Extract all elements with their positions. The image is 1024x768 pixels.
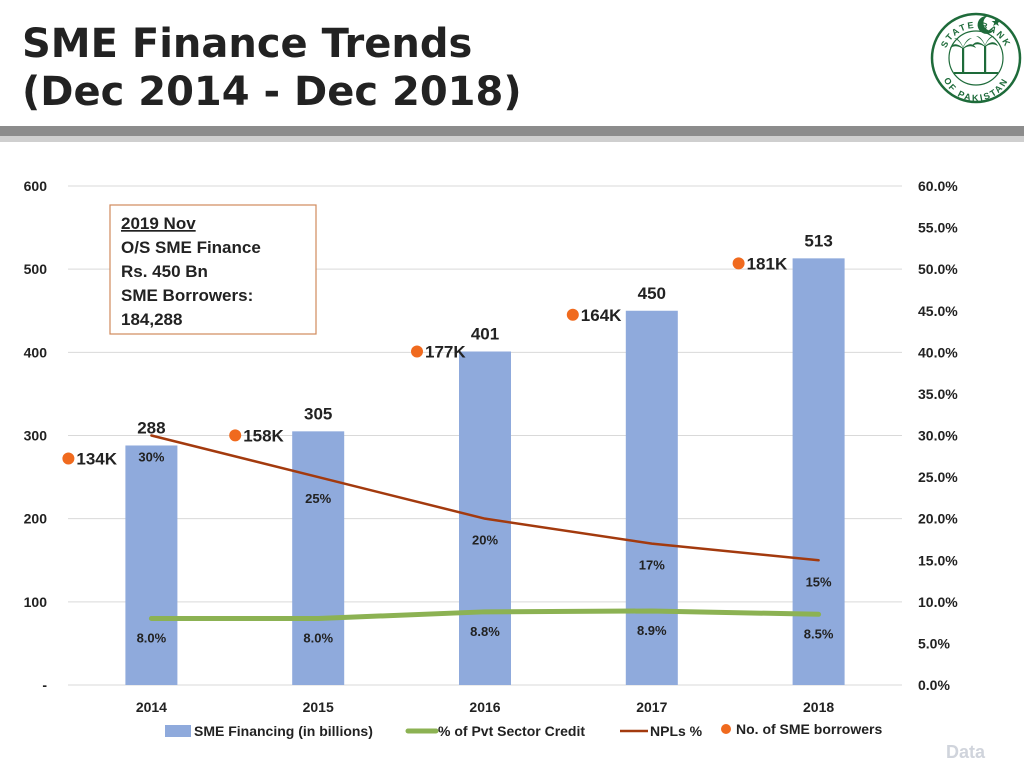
npl-label: 25% xyxy=(305,491,331,506)
borrower-series xyxy=(62,257,745,465)
logo-crescent-icon xyxy=(977,15,994,34)
legend-label-borrowers: No. of SME borrowers xyxy=(736,721,882,737)
bar-sme-financing xyxy=(125,445,178,685)
borrower-dot xyxy=(732,257,745,270)
right-axis-tick-label: 5.0% xyxy=(918,635,950,651)
annotation-line5: 184,288 xyxy=(121,310,182,329)
right-axis-tick-label: 40.0% xyxy=(918,344,958,360)
right-axis-tick-label: 0.0% xyxy=(918,677,950,693)
slide-title: SME Finance Trends (Dec 2014 - Dec 2018) xyxy=(22,20,522,116)
annotation-line4: SME Borrowers: xyxy=(121,286,253,305)
title-divider-light xyxy=(0,136,1024,142)
npl-label: 17% xyxy=(639,558,665,573)
right-axis-tick-label: 20.0% xyxy=(918,511,958,527)
title-divider-dark xyxy=(0,126,1024,136)
pvt-credit-label: 8.0% xyxy=(137,630,167,645)
borrower-dot xyxy=(411,345,423,358)
borrower-label: 181K xyxy=(747,254,788,273)
bar-sme-financing xyxy=(792,258,845,685)
annotation-line1: 2019 Nov xyxy=(121,214,196,233)
left-axis-tick-label: 300 xyxy=(24,428,48,444)
logo-outer-ring xyxy=(930,12,1022,104)
left-axis-tick-label: 100 xyxy=(24,594,48,610)
data-labels: 288 305 401 450 513 8.0% 8.0% 8.8% 8.9% 8.5% 30% 25… xyxy=(76,231,833,645)
borrower-label: 134K xyxy=(76,449,117,468)
annotation-frame xyxy=(109,204,317,335)
pvt-credit-label: 8.0% xyxy=(303,630,333,645)
left-axis-tick-label: 200 xyxy=(24,511,48,527)
legend-label-sme-financing: SME Financing (in billions) xyxy=(194,723,373,739)
bar-value-label: 401 xyxy=(471,325,499,344)
line-pvt-sector-credit xyxy=(148,608,822,621)
pvt-credit-label: 8.5% xyxy=(804,626,834,641)
bar-value-label: 513 xyxy=(804,231,832,250)
annotation-line2: O/S SME Finance xyxy=(121,238,261,257)
chart-legend: SME Financing (in billions) % of Pvt Sect… xyxy=(165,721,882,739)
bar-value-label: 305 xyxy=(304,404,332,423)
legend-label-npls: NPLs % xyxy=(650,723,703,739)
bar-value-label: 450 xyxy=(638,284,666,303)
logo-palm-tree-icon xyxy=(950,36,998,74)
slide-title-line-2: (Dec 2014 - Dec 2018) xyxy=(22,69,522,115)
legend-swatch-sme-financing xyxy=(165,725,191,737)
slide-title-line-1: SME Finance Trends xyxy=(22,21,473,67)
right-axis-tick-label: 55.0% xyxy=(918,220,958,236)
borrower-dot xyxy=(566,308,579,321)
sme-finance-chart: 288 305 401 450 513 8.0% 8.0% 8.8% 8.9% 8.5% 30% 25… xyxy=(24,178,959,739)
pvt-credit-label: 8.8% xyxy=(470,624,500,639)
annotation-box: 2019 Nov O/S SME Finance Rs. 450 Bn SME Bor… xyxy=(109,204,317,335)
right-axis-tick-label: 60.0% xyxy=(918,178,958,194)
axis-labels: - 100 200 300 400 500 600 0.0% 5.0% 10.0% 15.0% 20.… xyxy=(24,178,959,715)
borrower-label: 177K xyxy=(425,343,466,362)
annotation-line3: Rs. 450 Bn xyxy=(121,262,208,281)
borrower-dot xyxy=(229,429,242,442)
state-bank-logo: STATE BANK OF PAKISTAN xyxy=(930,12,1022,104)
legend-swatch-borrowers xyxy=(721,724,731,734)
logo-inner-ring xyxy=(948,30,1004,86)
bar-sme-financing xyxy=(292,431,345,685)
npl-label: 30% xyxy=(138,450,164,465)
borrower-label: 164K xyxy=(581,306,622,325)
logo-star-icon xyxy=(991,18,1001,26)
bar-value-label: 288 xyxy=(137,418,165,437)
right-axis-tick-label: 50.0% xyxy=(918,261,958,277)
x-axis-tick-label: 2016 xyxy=(469,699,500,715)
bar-sme-financing xyxy=(625,310,678,685)
right-axis-tick-label: 35.0% xyxy=(918,386,958,402)
npl-label: 15% xyxy=(806,574,832,589)
left-axis-tick-label: 400 xyxy=(24,344,48,360)
legend-label-pvt-credit: % of Pvt Sector Credit xyxy=(438,723,585,739)
x-axis-tick-label: 2017 xyxy=(636,699,667,715)
x-axis-tick-label: 2015 xyxy=(303,699,334,715)
npl-label: 20% xyxy=(472,533,498,548)
right-axis-tick-label: 10.0% xyxy=(918,594,958,610)
left-axis-tick-label: 600 xyxy=(24,178,48,194)
right-axis-tick-label: 30.0% xyxy=(918,428,958,444)
line-series xyxy=(148,434,822,621)
pvt-credit-label: 8.9% xyxy=(637,623,667,638)
line-npls xyxy=(150,434,820,562)
footer-tag: Data xyxy=(946,742,986,762)
borrower-dot xyxy=(62,452,75,465)
left-axis-tick-label: - xyxy=(42,677,47,693)
right-axis-tick-label: 25.0% xyxy=(918,469,958,485)
borrower-label: 158K xyxy=(243,426,284,445)
x-axis-tick-label: 2014 xyxy=(136,699,167,715)
x-axis-tick-label: 2018 xyxy=(803,699,834,715)
right-axis-tick-label: 15.0% xyxy=(918,552,958,568)
right-axis-tick-label: 45.0% xyxy=(918,303,958,319)
left-axis-tick-label: 500 xyxy=(24,261,48,277)
